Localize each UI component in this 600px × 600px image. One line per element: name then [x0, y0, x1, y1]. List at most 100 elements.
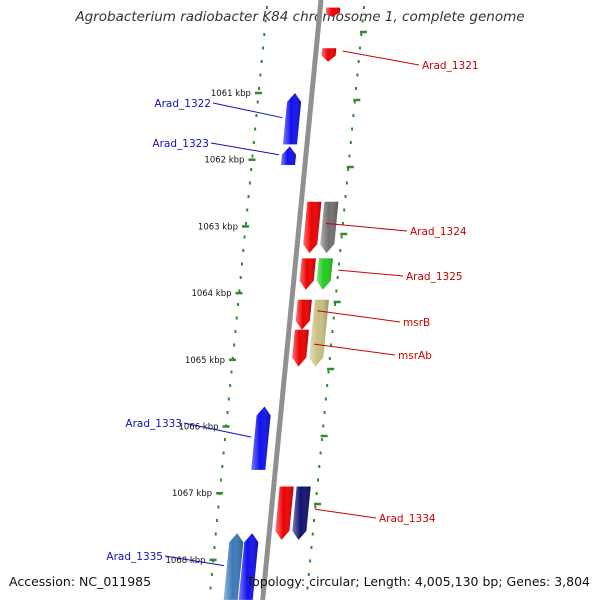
ring-dot-right — [352, 114, 355, 117]
ring-dot-left — [235, 316, 238, 320]
gene-shading-g0 — [325, 7, 341, 17]
ring-dot-left — [240, 262, 243, 266]
ring-dot-right — [351, 127, 354, 131]
gene-label-Arad_1323: Arad_1323 — [152, 138, 209, 150]
ring-dot-right — [353, 100, 356, 104]
ring-dot-right — [323, 411, 326, 414]
ring-dot-left — [210, 573, 213, 576]
gene-label-Arad_1325: Arad_1325 — [406, 271, 463, 283]
gene-label-Arad_1322: Arad_1322 — [154, 98, 211, 110]
ring-dot-left — [243, 235, 246, 239]
ring-dot-left — [223, 438, 226, 441]
ring-dot-right — [356, 73, 359, 77]
ring-dot-right — [336, 276, 339, 279]
label-leader — [314, 343, 396, 356]
ring-dot-right — [314, 505, 317, 509]
ring-dot-right — [335, 289, 338, 293]
gene-labels: Arad_1321 Arad_1322 Arad_1323 Arad_1324 Arad… — [106, 50, 479, 567]
ring-dot-left — [252, 141, 255, 144]
ring-dot-left — [221, 465, 224, 468]
ring-dot-right — [332, 316, 335, 320]
ring-dot-right — [318, 465, 321, 468]
ring-dot-right — [348, 154, 351, 158]
ring-dot-right — [307, 573, 310, 576]
gene-shading-g3 — [281, 146, 296, 165]
label-leader — [315, 508, 377, 519]
gene-label-Arad_1333: Arad_1333 — [125, 418, 182, 430]
ring-dot-right — [347, 168, 350, 171]
ring-dot-left — [259, 73, 262, 77]
ring-dot-left — [263, 33, 266, 36]
ring-dot-right — [310, 546, 313, 549]
ring-dot-left — [231, 357, 234, 360]
ring-dot-right — [313, 519, 316, 522]
ring-dot-right — [360, 33, 363, 36]
ring-dot-left — [234, 330, 237, 333]
ring-dot-right — [315, 492, 318, 495]
ring-dot-right — [309, 559, 312, 563]
tick-label: 1061 kbp — [211, 89, 251, 99]
ring-dot-right — [340, 235, 343, 239]
ring-dot-left — [222, 451, 225, 455]
ring-dot-left — [246, 208, 249, 212]
ring-dot-left — [255, 114, 258, 117]
gene-shading-g12 — [275, 486, 294, 540]
gene-label-Arad_1334: Arad_1334 — [379, 513, 436, 525]
gene-shading-g9 — [292, 329, 309, 367]
gene-label-Arad_1324: Arad_1324 — [410, 226, 467, 238]
label-leader — [338, 269, 404, 277]
ring-dot-left — [256, 100, 259, 104]
ring-dot-left — [217, 505, 220, 509]
ring-dot-left — [265, 6, 268, 9]
ring-dot-left — [248, 181, 251, 185]
ring-dot-left — [239, 276, 242, 279]
ring-dot-right — [343, 208, 346, 212]
gene-shading-g6 — [299, 258, 316, 290]
ring-dot-left — [227, 397, 230, 401]
ring-dot-left — [254, 127, 257, 131]
ring-dot-right — [358, 46, 361, 50]
ring-dot-left — [242, 249, 245, 252]
ring-dot-right — [334, 303, 337, 306]
gene-shading-g11 — [251, 406, 271, 470]
ring-dot-right — [362, 6, 365, 9]
ring-dot-right — [341, 222, 344, 225]
ring-dot-right — [316, 478, 319, 482]
gene-shading-g10 — [309, 299, 329, 367]
gene-shading-g14 — [238, 533, 259, 600]
tick-label: 1068 kbp — [166, 556, 206, 566]
label-leader — [317, 310, 401, 323]
ring-dot-left — [209, 586, 212, 590]
ring-dot-right — [361, 19, 364, 23]
ring-dot-left — [213, 546, 216, 549]
gene-shading-g8 — [295, 299, 312, 330]
kbp-ticks: 1061 kbp 1062 kbp 1063 kbp 1064 kbp 1065 kbp… — [166, 30, 367, 566]
label-leader — [210, 142, 279, 156]
ring-dot-right — [319, 451, 322, 455]
gene-shading-g15 — [223, 533, 244, 600]
gene-shading-g2 — [283, 93, 302, 145]
label-leader — [325, 222, 408, 232]
ring-dot-left — [226, 411, 229, 414]
label-leader — [212, 102, 283, 119]
ring-dot-left — [229, 384, 232, 387]
ring-dot-right — [355, 87, 358, 90]
ring-dot-left — [251, 154, 254, 158]
ring-dot-left — [247, 195, 250, 198]
tick-label: 1062 kbp — [204, 156, 244, 166]
ring-dot-right — [320, 438, 323, 441]
ring-dot-left — [244, 222, 247, 225]
ring-dot-left — [214, 532, 217, 536]
genes — [223, 7, 341, 600]
ring-dot-right — [337, 262, 340, 266]
label-leader — [342, 50, 420, 66]
gene-shading-g13 — [292, 486, 311, 540]
ring-dot-left — [264, 19, 267, 23]
ring-dot-right — [345, 181, 348, 185]
ring-dot-left — [238, 289, 241, 293]
tick-label: 1066 kbp — [178, 423, 218, 433]
accession-text: Accession: NC_011985 — [9, 574, 152, 589]
ring-dot-left — [237, 303, 240, 306]
gene-shading-g4 — [303, 201, 322, 254]
